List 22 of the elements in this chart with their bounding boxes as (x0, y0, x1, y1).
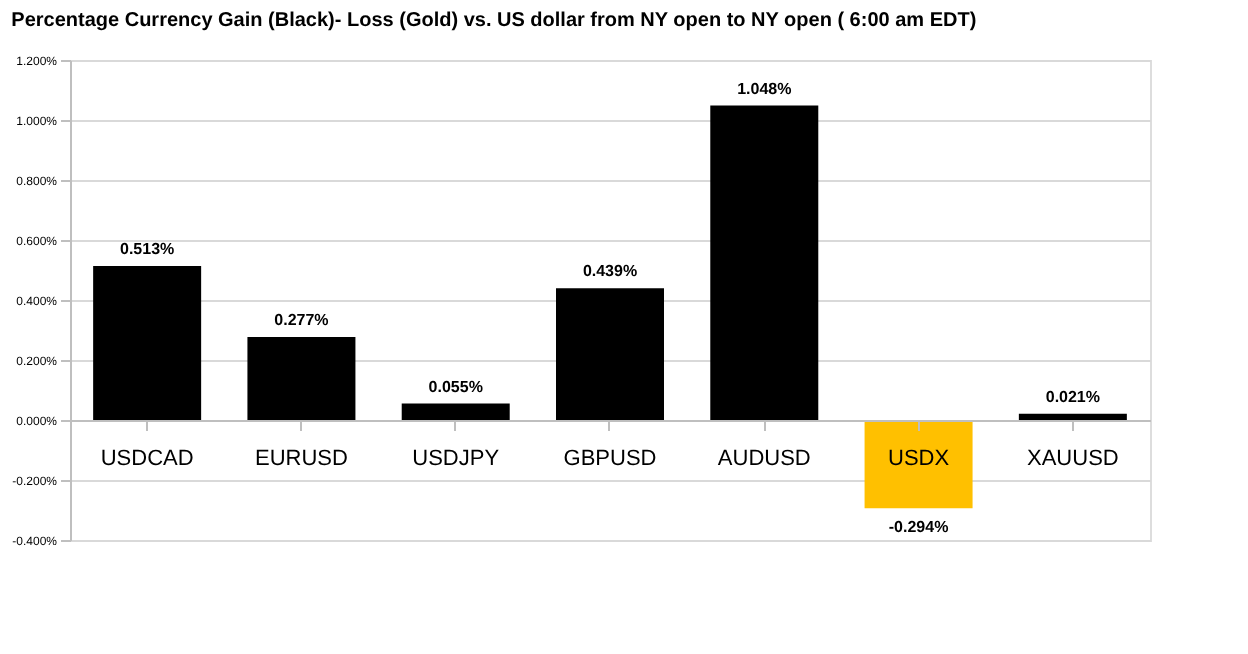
x-tick-label: EURUSD (254, 447, 348, 471)
bar (1018, 413, 1127, 420)
data-label: 0.513% (120, 240, 175, 259)
bar (556, 288, 664, 420)
chart-title: Percentage Currency Gain (Black)- Loss (Gold) vs. US dollar from NY open to NY open ( 6:00 am EDT) (11, 10, 977, 32)
x-tick-label: XAUUSD (1027, 447, 1119, 471)
x-tick-label: GBPUSD (563, 447, 657, 471)
data-label: -0.294% (888, 518, 949, 537)
bar (247, 336, 356, 420)
bar (710, 105, 819, 420)
data-label: 0.439% (582, 262, 638, 281)
bar (93, 266, 202, 420)
data-label: 0.021% (1045, 387, 1100, 406)
x-tick-label: USDX (888, 447, 951, 471)
data-label: 0.277% (274, 310, 329, 329)
data-label: 1.048% (737, 79, 792, 98)
bar (401, 403, 510, 420)
data-label: 0.055% (428, 377, 483, 396)
x-tick-label: USDCAD (100, 447, 194, 471)
x-tick-label: USDJPY (412, 447, 501, 471)
bar (864, 420, 973, 509)
x-tick-label: AUDUSD (717, 447, 811, 471)
